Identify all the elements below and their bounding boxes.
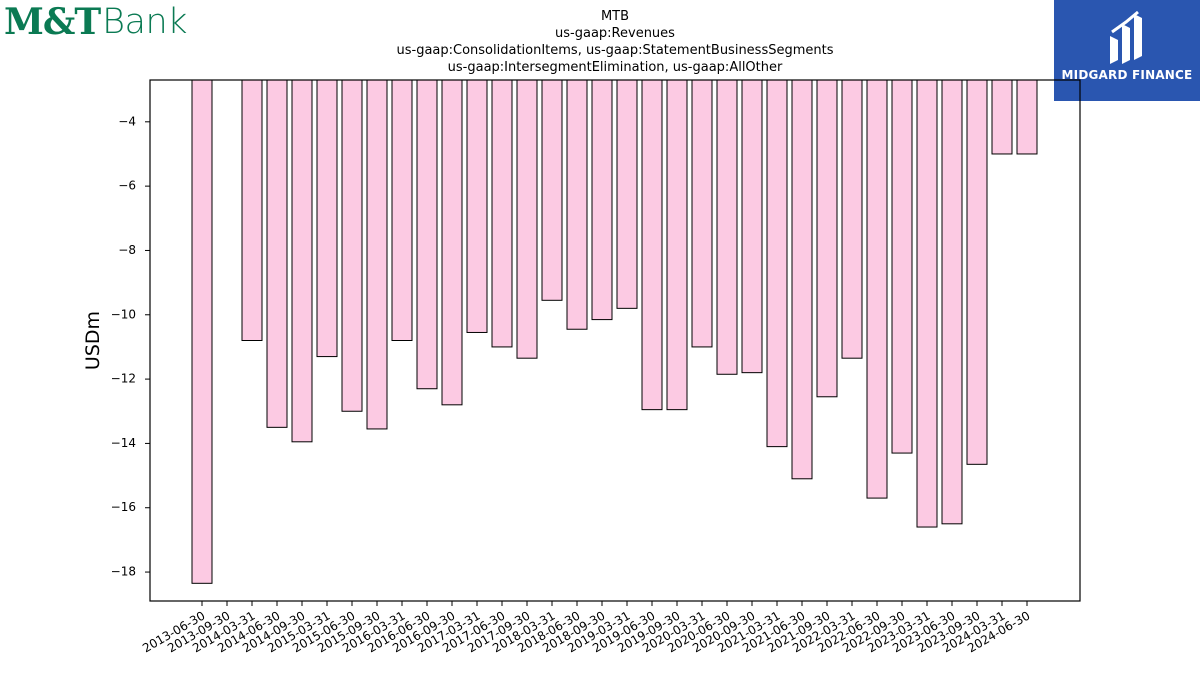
y-tick-label: −10 xyxy=(111,307,136,321)
bar-2021-06-30 xyxy=(791,79,813,480)
bar-2014-03-31 xyxy=(241,79,263,341)
logo-mt-text: M&T xyxy=(4,1,101,43)
bar-2023-03-31 xyxy=(916,79,938,528)
bar-2017-06-30 xyxy=(491,79,513,348)
bar-2024-03-31 xyxy=(991,79,1013,155)
bar-series xyxy=(191,79,1038,584)
chart-title-line-2: us-gaap:Revenues xyxy=(555,26,675,41)
bar-2024-06-30 xyxy=(1016,79,1038,155)
bar-2016-09-30 xyxy=(441,79,463,406)
bar-2022-09-30 xyxy=(891,79,913,454)
mt-bank-logo: M&T Bank xyxy=(4,0,187,44)
x-axis: 2013-06-302013-09-302014-03-312014-06-30… xyxy=(140,601,1033,655)
chart-title-line-3: us-gaap:ConsolidationItems, us-gaap:Stat… xyxy=(396,43,833,58)
y-axis-label: USDm xyxy=(82,311,104,370)
y-tick-label: −6 xyxy=(118,179,136,193)
y-tick-label: −4 xyxy=(118,114,136,128)
bar-2017-09-30 xyxy=(516,79,538,359)
bar-2018-03-31 xyxy=(541,79,563,301)
bar-2018-09-30 xyxy=(591,79,613,321)
bar-2015-09-30 xyxy=(366,79,388,430)
bar-2022-03-31 xyxy=(841,79,863,359)
midgard-finance-name: MIDGARD FINANCE xyxy=(1061,68,1193,82)
chart-title: MTB us-gaap:Revenues us-gaap:Consolidati… xyxy=(396,9,833,75)
bar-2020-03-31 xyxy=(691,79,713,348)
bar-2014-09-30 xyxy=(291,79,313,443)
bar-2021-03-31 xyxy=(766,79,788,448)
bar-2017-03-31 xyxy=(466,79,488,333)
bar-2016-06-30 xyxy=(416,79,438,390)
bar-2019-09-30 xyxy=(666,79,688,411)
bar-2019-06-30 xyxy=(641,79,663,411)
plot-frame xyxy=(149,79,1081,602)
bar-2021-09-30 xyxy=(816,79,838,398)
bar-2016-03-31 xyxy=(391,79,413,341)
y-tick-label: −12 xyxy=(111,372,136,386)
bar-2023-09-30 xyxy=(966,79,988,465)
y-tick-label: −18 xyxy=(111,565,136,579)
bar-2020-06-30 xyxy=(716,79,738,375)
bar-2018-06-30 xyxy=(566,79,588,330)
chart-title-line-1: MTB xyxy=(601,9,629,24)
y-tick-label: −8 xyxy=(118,243,136,257)
bar-2015-06-30 xyxy=(341,79,363,412)
y-axis: −4 −6 −8 −10 −12 −14 −16 −18 xyxy=(111,114,150,579)
bar-2015-03-31 xyxy=(316,79,338,358)
bar-2022-06-30 xyxy=(866,79,888,499)
bar-2013-06-30 xyxy=(191,79,213,584)
y-tick-label: −14 xyxy=(111,436,136,450)
logo-bank-text: Bank xyxy=(102,2,187,42)
y-tick-label: −16 xyxy=(111,500,136,514)
bar-2023-06-30 xyxy=(941,79,963,525)
midgard-mark-icon xyxy=(1110,10,1142,64)
bar-2014-06-30 xyxy=(266,79,288,428)
chart-title-line-4: us-gaap:IntersegmentElimination, us-gaap… xyxy=(448,60,783,75)
bar-2020-09-30 xyxy=(741,79,763,374)
midgard-finance-logo: MIDGARD FINANCE xyxy=(1054,0,1200,101)
bar-2019-03-31 xyxy=(616,79,638,309)
